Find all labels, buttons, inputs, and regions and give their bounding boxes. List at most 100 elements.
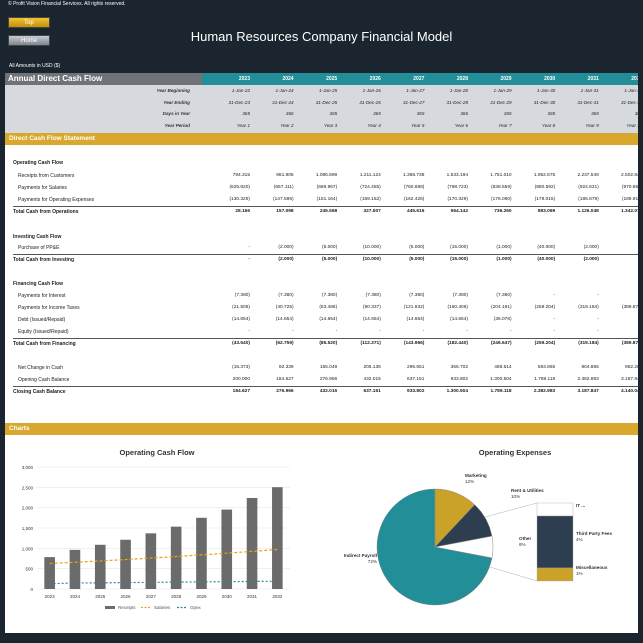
cell-opex: (189.912) [621, 197, 638, 202]
x-tick-label: 2028 [171, 594, 182, 599]
cell-equity: - [466, 329, 468, 334]
cell-receipts: 2.502.843 [621, 173, 638, 178]
cell-total_ops: 327.507 [363, 209, 381, 214]
cell-salaries: (880.592) [534, 185, 556, 190]
cell-ppe: (2.000) [583, 245, 599, 250]
cell-ppe: (10.000) [362, 245, 381, 250]
cell-equity: - [597, 329, 599, 334]
section-heading: Financing Cash Flow [13, 281, 64, 287]
year-header-cell: 2025 [326, 76, 338, 82]
cell-closing: 276.966 [276, 389, 294, 394]
cell-receipts: 1.952.675 [533, 173, 556, 178]
x-tick-label: 2026 [121, 594, 132, 599]
cell-total_ops: 564.142 [450, 209, 468, 214]
cell-ppe: - [248, 245, 250, 250]
cell-taxes: (259.204) [534, 305, 556, 310]
cell-opex: (130.329) [229, 197, 250, 202]
cell-ppe: (40.000) [537, 245, 556, 250]
cell-closing: 1.300.504 [446, 389, 468, 394]
cell-net_change: 366.702 [450, 365, 468, 370]
legend-label: Receipts [118, 605, 136, 610]
row-label-salaries: Payments for Salaries [18, 185, 67, 191]
cell-ppe: (1.000) [496, 245, 512, 250]
cell-salaries: (798.723) [447, 185, 468, 190]
cell-opening: 276.966 [319, 377, 338, 382]
row-divider [13, 386, 638, 387]
cell-taxes: (40.725) [275, 305, 294, 310]
cell-net_change: (15.373) [232, 365, 250, 370]
cell-opex: (170.329) [447, 197, 468, 202]
breakdown-label: Miscellaneous [576, 565, 608, 570]
year-header-cell: 2029 [500, 76, 512, 82]
meta-value: 366 [285, 111, 294, 116]
cell-total_inv: (40.000) [537, 257, 556, 262]
year-header: 2023 2024 2025 2026 2027 2028 2029 2030 2031 2032 [202, 73, 638, 85]
meta-label: Year Ending [163, 99, 190, 105]
cell-receipts: 1.751.010 [490, 173, 512, 178]
cell-equity: - [379, 329, 381, 334]
meta-value: Year 1 [236, 122, 250, 128]
cell-equity: - [509, 329, 512, 334]
top-bar: © Profit Vision Financial Services. All … [0, 0, 643, 70]
legend-label: Opex [190, 605, 202, 610]
statement-title: Direct Cash Flow Statement [5, 133, 638, 145]
cell-net_change: 952.200 [625, 365, 638, 370]
cell-receipts: 1.368.738 [403, 173, 425, 178]
connector-line [484, 502, 538, 518]
cell-opening: 432.015 [363, 377, 381, 382]
cell-debt: - [553, 317, 556, 322]
home-button[interactable]: Home [8, 35, 50, 46]
currency-note: All Amounts in USD ($) [9, 63, 61, 69]
x-tick-label: 2032 [272, 594, 283, 599]
row-label-debt: Debt (Issued/Repaid) [18, 317, 66, 323]
cell-equity: - [553, 329, 556, 334]
meta-value: 31-Dec-29 [490, 99, 512, 105]
cell-salaries: (970.852) [621, 185, 638, 190]
top-button[interactable]: Top [8, 17, 50, 28]
meta-value: 1-Jan-24 [275, 88, 294, 93]
meta-value: 31-Dec-31 [577, 99, 599, 105]
meta-value: 1-Jan-27 [406, 88, 425, 93]
year-header-cell: 2030 [544, 76, 556, 82]
row-divider [13, 206, 638, 207]
cell-receipts: 1.086.699 [315, 173, 338, 178]
cell-net_change: 488.614 [494, 365, 512, 370]
cell-debt: (14.654) [319, 317, 338, 322]
meta-value: 365 [503, 111, 512, 116]
cell-ppe: (2.000) [278, 245, 294, 250]
pie-slice [434, 535, 494, 559]
cell-taxes: (204.191) [491, 305, 512, 310]
meta-value: 31-Dec-32 [620, 99, 638, 105]
section-heading: Investing Cash Flow [13, 234, 62, 240]
cell-total_fin: (85.520) [319, 341, 338, 346]
cell-salaries: (760.688) [403, 185, 425, 190]
meta-value: 1-Jan-32 [624, 88, 638, 93]
meta-value: 1-Jan-31 [580, 88, 599, 93]
cell-total_fin: (246.647) [491, 341, 512, 346]
meta-value: 365 [242, 111, 250, 116]
breakdown-label: IT ... [576, 503, 585, 508]
meta-value: 31-Dec-23 [228, 99, 250, 105]
cell-interest: (7.380) [278, 293, 294, 298]
meta-value: 31-Dec-28 [446, 99, 468, 105]
year-header-cell: 2023 [238, 76, 250, 82]
x-tick-label: 2025 [95, 594, 106, 599]
x-tick-label: 2029 [196, 594, 207, 599]
row-label-equity: Equity (Issued/Repaid) [18, 329, 69, 335]
cell-ppe: - [600, 245, 638, 250]
bar-receipts [196, 517, 207, 589]
operating-cash-flow-chart: Operating Cash Flow 0 500 1,000 1,500 2,000 2,… [22, 448, 290, 610]
cell-total_fin: (43.540) [232, 341, 250, 346]
cell-total_ops: 893.069 [537, 209, 556, 214]
cell-total_ops: 28.166 [235, 209, 250, 214]
cell-total_inv: - [248, 257, 250, 262]
slice-value: 10% [511, 494, 520, 499]
charts-title: Charts [5, 423, 638, 435]
cell-salaries: (924.621) [578, 185, 599, 190]
meta-value: Year 5 [411, 122, 425, 128]
cell-opex: (151.164) [316, 197, 338, 202]
year-header-cell: 2032 [631, 76, 638, 82]
row-label-total_inv: Total Cash from Investing [13, 257, 75, 263]
cell-interest: - [597, 293, 599, 298]
meta-value: Year 2 [280, 122, 294, 128]
